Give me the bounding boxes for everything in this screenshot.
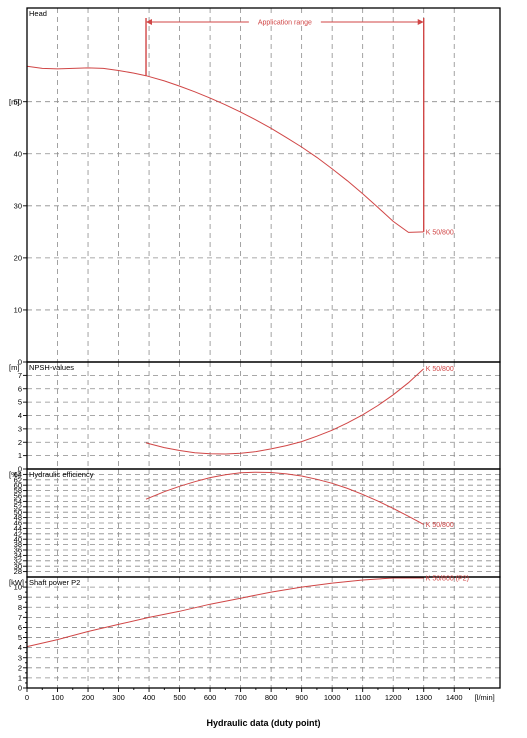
app-range-label-bg: [248, 16, 321, 26]
x-tick-label-11: 1100: [355, 693, 371, 702]
y-tick-label-3-6: 6: [18, 623, 22, 632]
y-tick-label-3-5: 5: [18, 633, 22, 642]
curve-layer: [26, 16, 425, 648]
y-tick-label-0-2: 20: [14, 253, 22, 262]
y-tick-label-1-5: 5: [18, 398, 22, 407]
curve-label-0-0: K 50/800: [426, 229, 454, 236]
y-tick-label-2-15: 58: [14, 486, 22, 495]
y-tick-label-3-1: 1: [18, 674, 22, 683]
y-tick-label-2-4: 36: [14, 546, 22, 555]
y-tick-label-2-12: 52: [14, 502, 22, 511]
y-tick-label-2-16: 60: [14, 481, 22, 490]
y-tick-label-0-4: 40: [14, 149, 22, 158]
x-tick-label-12: 1200: [385, 693, 402, 702]
x-tick-label-10: 1000: [324, 693, 341, 702]
y-tick-label-2-8: 44: [14, 524, 22, 533]
x-tick-label-2: 200: [82, 693, 95, 702]
x-tick-label-9: 900: [295, 693, 308, 702]
app-range-arrow-left: [146, 19, 153, 25]
x-tick-label-6: 600: [204, 693, 217, 702]
panel-frame-0: [26, 7, 501, 363]
x-tick-label-8: 800: [265, 693, 278, 702]
app-range-label: Application range: [258, 20, 312, 27]
x-tick-label-14: 1400: [446, 693, 463, 702]
y-tick-label-1-6: 6: [18, 384, 22, 393]
y-tick-label-1-7: 7: [18, 371, 22, 380]
y-tick-label-2-18: 64: [14, 470, 22, 479]
app-range-arrow-right: [417, 19, 424, 25]
chart-caption: Hydraulic data (duty point): [206, 718, 321, 728]
y-tick-label-2-17: 62: [14, 475, 22, 484]
y-tick-label-0-3: 30: [14, 201, 22, 210]
panel-unit-2: [%]: [9, 470, 20, 479]
y-tick-label-1-0: 0: [18, 465, 22, 474]
y-tick-label-3-3: 3: [18, 653, 22, 662]
y-tick-label-0-1: 10: [14, 306, 22, 315]
y-tick-label-3-7: 7: [18, 613, 22, 622]
x-tick-label-5: 500: [173, 693, 186, 702]
y-tick-label-1-2: 2: [18, 438, 22, 447]
y-tick-label-2-7: 42: [14, 529, 22, 538]
y-tick-label-1-1: 1: [18, 451, 22, 460]
x-tick-label-0: 0: [25, 693, 29, 702]
y-tick-label-3-10: 10: [14, 583, 22, 592]
y-tick-label-1-3: 3: [18, 424, 22, 433]
frame-layer: [23, 7, 501, 692]
curve-2-0: [145, 471, 424, 525]
y-tick-label-2-13: 54: [14, 497, 22, 506]
x-tick-label-3: 300: [112, 693, 125, 702]
x-tick-label-7: 700: [234, 693, 247, 702]
y-tick-label-3-0: 0: [18, 684, 22, 693]
y-tick-label-0-0: 0: [18, 358, 22, 367]
y-tick-label-3-8: 8: [18, 603, 22, 612]
y-tick-label-1-4: 4: [18, 411, 22, 420]
y-tick-label-2-3: 34: [14, 551, 22, 560]
y-tick-label-2-10: 48: [14, 513, 22, 522]
y-tick-label-3-9: 9: [18, 593, 22, 602]
y-tick-label-2-14: 56: [14, 492, 22, 501]
curve-1-0: [145, 368, 425, 455]
y-tick-label-0-5: 50: [14, 97, 22, 106]
panel-title-1: NPSH-values: [29, 363, 74, 372]
y-tick-label-2-6: 40: [14, 535, 22, 544]
y-tick-label-2-2: 32: [14, 556, 22, 565]
x-tick-label-4: 400: [143, 693, 156, 702]
x-unit-label: [l/min]: [475, 693, 495, 702]
panel-title-0: Head: [29, 9, 47, 18]
y-tick-label-3-2: 2: [18, 663, 22, 672]
y-tick-label-2-11: 50: [14, 508, 22, 517]
panel-title-3: Shaft power P2: [29, 578, 80, 587]
y-tick-label-2-5: 38: [14, 540, 22, 549]
panel-unit-0: [m]: [9, 97, 19, 106]
panel-title-2: Hydraulic efficiency: [29, 470, 94, 479]
panel-unit-3: [kW]: [9, 578, 24, 587]
y-tick-label-3-4: 4: [18, 643, 22, 652]
curve-label-2-0: K 50/800: [426, 522, 454, 529]
y-tick-label-2-9: 46: [14, 519, 22, 528]
x-tick-label-1: 100: [51, 693, 64, 702]
panel-unit-1: [m]: [9, 363, 19, 372]
panel-frame-3: [26, 576, 501, 689]
grid-layer: [27, 8, 500, 688]
curve-label-1-0: K 50/800: [426, 366, 454, 373]
curve-3-0: [26, 577, 424, 648]
curve-0-0: [26, 65, 424, 233]
x-tick-label-13: 1300: [415, 693, 432, 702]
curve-label-3-0: K 50/800 (P2): [426, 576, 469, 583]
y-tick-label-2-0: 28: [14, 567, 22, 576]
y-tick-label-2-1: 30: [14, 562, 22, 571]
